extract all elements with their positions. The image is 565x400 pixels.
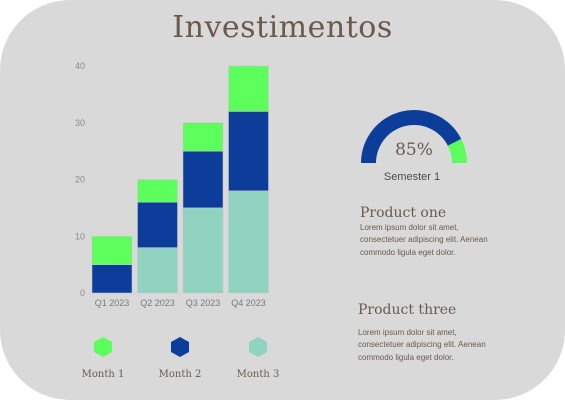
- page-title: Investimentos: [172, 10, 393, 45]
- y-tick-label: 30: [75, 118, 85, 128]
- y-tick-label: 10: [75, 231, 85, 241]
- product-one-text: Lorem ipsum dolor sit amet, consectetuer…: [360, 223, 488, 257]
- bar-month-2: [228, 111, 269, 192]
- x-tick-label: Q2 2023: [140, 298, 175, 308]
- legend-label-month3: Month 3: [236, 369, 280, 380]
- bar-month-3: [182, 207, 224, 294]
- gauge-value: 85%: [395, 140, 433, 160]
- legend-icon-month1: [94, 337, 112, 357]
- y-tick-label: 40: [75, 61, 85, 71]
- hexagon-icon: [171, 337, 189, 357]
- x-tick-label: Q3 2023: [186, 298, 221, 308]
- bar-month-3: [228, 190, 269, 294]
- product-three-title: Product three: [358, 302, 457, 318]
- legend-label-month2: Month 2: [158, 369, 202, 380]
- legend-icon-month3: [249, 337, 267, 357]
- bar-month-1: [91, 236, 133, 265]
- bar-month-2: [182, 150, 224, 209]
- y-tick-label: 20: [75, 175, 85, 185]
- stacked-bar-chart: 0 10 20 30 40 Q1 2023 Q2 2023 Q3 2023 Q4 2023: [75, 61, 269, 308]
- gauge-remainder: [447, 138, 467, 163]
- gauge-fill: [361, 109, 462, 163]
- x-tick-label: Q1 2023: [95, 298, 130, 308]
- legend-label-month1: Month 1: [81, 369, 125, 380]
- legend-icon-month2: [171, 337, 189, 357]
- x-tick-label: Q4 2023: [231, 298, 266, 308]
- hexagon-icon: [249, 337, 267, 357]
- bar-month-2: [137, 201, 178, 248]
- bar-month-3: [137, 247, 178, 294]
- gauge-caption: Semester 1: [383, 171, 441, 183]
- bar-month-1: [137, 179, 178, 203]
- bar-month-1: [182, 122, 224, 152]
- product-three-text: Lorem ipsum dolor sit amet, consectetuer…: [358, 328, 486, 362]
- hexagon-icon: [94, 337, 112, 357]
- y-tick-label: 0: [80, 288, 85, 298]
- bar-month-1: [228, 65, 269, 112]
- bar-month-2: [91, 264, 133, 294]
- gauge-chart: [361, 109, 467, 163]
- product-one-title: Product one: [360, 205, 447, 221]
